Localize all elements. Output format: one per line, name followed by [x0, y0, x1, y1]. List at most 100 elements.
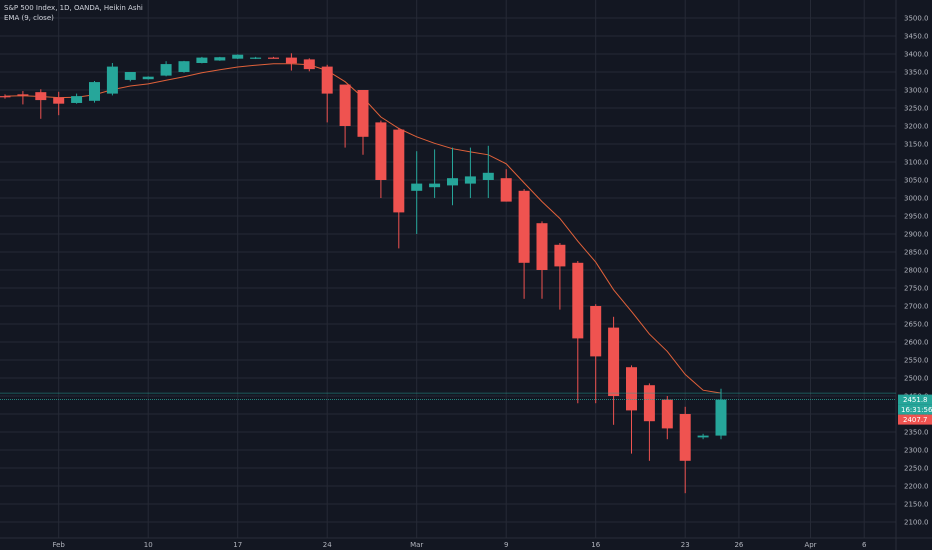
x-tick-label: 26 — [734, 541, 743, 549]
x-tick-label: 6 — [862, 541, 867, 549]
y-tick-label: 3200.0 — [904, 123, 929, 131]
candle — [0, 94, 11, 99]
candle — [268, 56, 279, 59]
candle-body — [608, 327, 620, 396]
y-tick-label: 2700.0 — [904, 303, 929, 311]
candle — [17, 91, 29, 105]
candle — [35, 89, 47, 119]
x-tick-label: 16 — [591, 541, 600, 549]
candle-body — [661, 399, 673, 429]
y-tick-label: 2550.0 — [904, 357, 929, 365]
candle — [679, 406, 691, 494]
ema-price-label: 2407.7 — [903, 416, 928, 424]
y-tick-label: 2350.0 — [904, 429, 929, 437]
candle — [715, 388, 727, 440]
y-tick-label: 3050.0 — [904, 177, 929, 185]
candle-body — [393, 129, 405, 213]
y-tick-label: 3500.0 — [904, 15, 929, 23]
candle — [608, 316, 620, 425]
y-tick-label: 3400.0 — [904, 51, 929, 59]
candle-body — [124, 72, 136, 80]
candle — [339, 84, 351, 148]
candle-body — [447, 178, 458, 186]
candle-body — [17, 94, 29, 96]
candle — [643, 383, 655, 461]
candle-body — [232, 54, 244, 59]
candle — [697, 433, 709, 440]
candle-body — [268, 57, 279, 59]
y-tick-label: 2300.0 — [904, 447, 929, 455]
candle — [411, 151, 423, 234]
y-tick-label: 2100.0 — [904, 519, 929, 527]
candle-body — [554, 244, 566, 267]
y-tick-label: 3450.0 — [904, 33, 929, 41]
y-tick-label: 3250.0 — [904, 105, 929, 113]
candle-body — [411, 183, 423, 191]
y-tick-label: 3100.0 — [904, 159, 929, 167]
candle-body — [53, 97, 65, 104]
candle — [214, 56, 226, 61]
countdown-box — [898, 404, 932, 415]
candle-body — [375, 122, 387, 180]
candle-body — [643, 385, 655, 422]
x-tick-label: Apr — [804, 541, 816, 549]
candle-body — [106, 66, 118, 94]
candle-body — [357, 90, 369, 137]
y-tick-label: 2150.0 — [904, 501, 929, 509]
candle — [572, 261, 584, 404]
candle — [160, 61, 172, 77]
price-axis[interactable]: 2100.02150.02200.02250.02300.02350.02400… — [904, 15, 929, 527]
candle-body — [160, 64, 172, 76]
candle — [500, 169, 512, 202]
y-tick-label: 2750.0 — [904, 285, 929, 293]
y-tick-label: 2650.0 — [904, 321, 929, 329]
y-tick-label: 2850.0 — [904, 249, 929, 257]
candle — [285, 53, 297, 71]
y-tick-label: 3300.0 — [904, 87, 929, 95]
x-tick-label: 9 — [504, 541, 508, 549]
y-tick-label: 2600.0 — [904, 339, 929, 347]
candle — [106, 63, 118, 96]
candle — [196, 56, 208, 64]
y-tick-label: 2250.0 — [904, 465, 929, 473]
candle-body — [285, 57, 297, 64]
candle-body — [679, 414, 691, 461]
candle-body — [572, 262, 584, 339]
y-tick-label: 2200.0 — [904, 483, 929, 491]
time-axis[interactable]: Feb 10 17 24 Mar 9 16 23 26 Apr 6 — [52, 541, 866, 549]
y-tick-label: 2950.0 — [904, 213, 929, 221]
candle-body — [0, 96, 11, 98]
candle — [124, 72, 136, 82]
ema-price-box — [898, 414, 932, 425]
x-tick-label: 24 — [323, 541, 332, 549]
candle-body — [339, 84, 351, 126]
candle — [142, 76, 154, 80]
y-tick-label: 2900.0 — [904, 231, 929, 239]
candle-body — [71, 96, 83, 103]
candle-body — [142, 76, 154, 80]
candle — [554, 243, 566, 310]
price-labels: 2451.8 16:31:56 2407.7 — [0, 392, 932, 425]
chart-legend: S&P 500 Index, 1D, OANDA, Heikin Ashi EM… — [4, 3, 143, 23]
indicator-title[interactable]: EMA (9, close) — [4, 14, 54, 22]
candle — [375, 120, 387, 198]
candle — [178, 60, 190, 73]
candle-body — [321, 66, 333, 94]
candle-body — [303, 59, 315, 70]
x-tick-label: Mar — [410, 541, 423, 549]
last-price-box — [898, 394, 932, 405]
x-tick-label: 17 — [233, 541, 242, 549]
candle-body — [697, 435, 709, 438]
candle — [661, 396, 673, 440]
candle — [357, 90, 369, 155]
candle-body — [500, 178, 512, 202]
candle — [518, 189, 530, 299]
candle — [464, 147, 476, 198]
candle — [447, 147, 458, 206]
symbol-title[interactable]: S&P 500 Index, 1D, OANDA, Heikin Ashi — [4, 4, 143, 12]
candle-body — [178, 61, 190, 72]
candles-layer — [0, 53, 727, 494]
x-tick-label: Feb — [52, 541, 65, 549]
